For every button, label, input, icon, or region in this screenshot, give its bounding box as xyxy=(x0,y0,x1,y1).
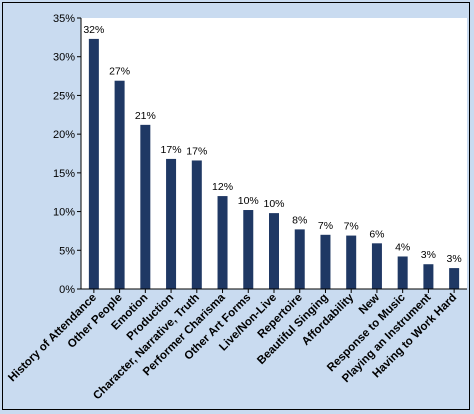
data-label: 7% xyxy=(344,221,359,233)
bar xyxy=(269,213,279,289)
bar xyxy=(243,210,254,289)
data-label: 7% xyxy=(318,220,333,232)
data-labels: 32% 27% 21% 17% 17% 12% 10% 10% 8% 7% 7% 6% 4% 3% 3% xyxy=(83,24,461,265)
data-label: 12% xyxy=(212,181,233,193)
bar xyxy=(217,196,228,289)
data-label: 10% xyxy=(238,195,259,207)
data-label: 17% xyxy=(186,145,207,157)
data-label: 4% xyxy=(395,241,410,253)
bar xyxy=(88,38,99,289)
data-label: 6% xyxy=(369,228,384,240)
bar xyxy=(191,160,202,289)
y-tick-label: 30% xyxy=(53,52,75,64)
bar xyxy=(166,158,177,289)
data-label: 3% xyxy=(421,249,436,261)
data-label: 32% xyxy=(83,24,104,36)
y-tick-label: 0% xyxy=(59,284,75,296)
bar xyxy=(449,268,460,289)
data-label: 21% xyxy=(135,110,156,122)
bar xyxy=(371,243,382,289)
bar xyxy=(294,229,305,289)
data-label: 8% xyxy=(292,214,307,226)
data-label: 10% xyxy=(263,198,284,210)
bar xyxy=(114,80,125,290)
bars xyxy=(88,38,460,290)
bar-chart: 0% 5% 10% 15% 20% 25% 30% 35% 32% 27% 21% 17% 17% 12… xyxy=(6,13,467,402)
y-tick-label: 35% xyxy=(53,13,75,25)
bar xyxy=(346,235,357,289)
bar xyxy=(320,234,331,289)
bar xyxy=(423,264,434,289)
y-tick-label: 25% xyxy=(53,90,75,102)
y-tick-label: 15% xyxy=(53,168,75,180)
data-label: 27% xyxy=(109,66,130,78)
bar xyxy=(397,256,408,289)
data-label: 17% xyxy=(161,144,182,156)
y-tick-label: 5% xyxy=(59,245,75,257)
chart-frame: 0% 5% 10% 15% 20% 25% 30% 35% 32% 27% 21% 17% 17% 12… xyxy=(2,2,470,410)
y-tick-label: 20% xyxy=(53,129,75,141)
bar xyxy=(140,124,151,289)
data-label: 3% xyxy=(447,253,462,265)
y-axis-ticks: 0% 5% 10% 15% 20% 25% 30% 35% xyxy=(53,13,455,296)
y-tick-label: 10% xyxy=(53,207,75,219)
